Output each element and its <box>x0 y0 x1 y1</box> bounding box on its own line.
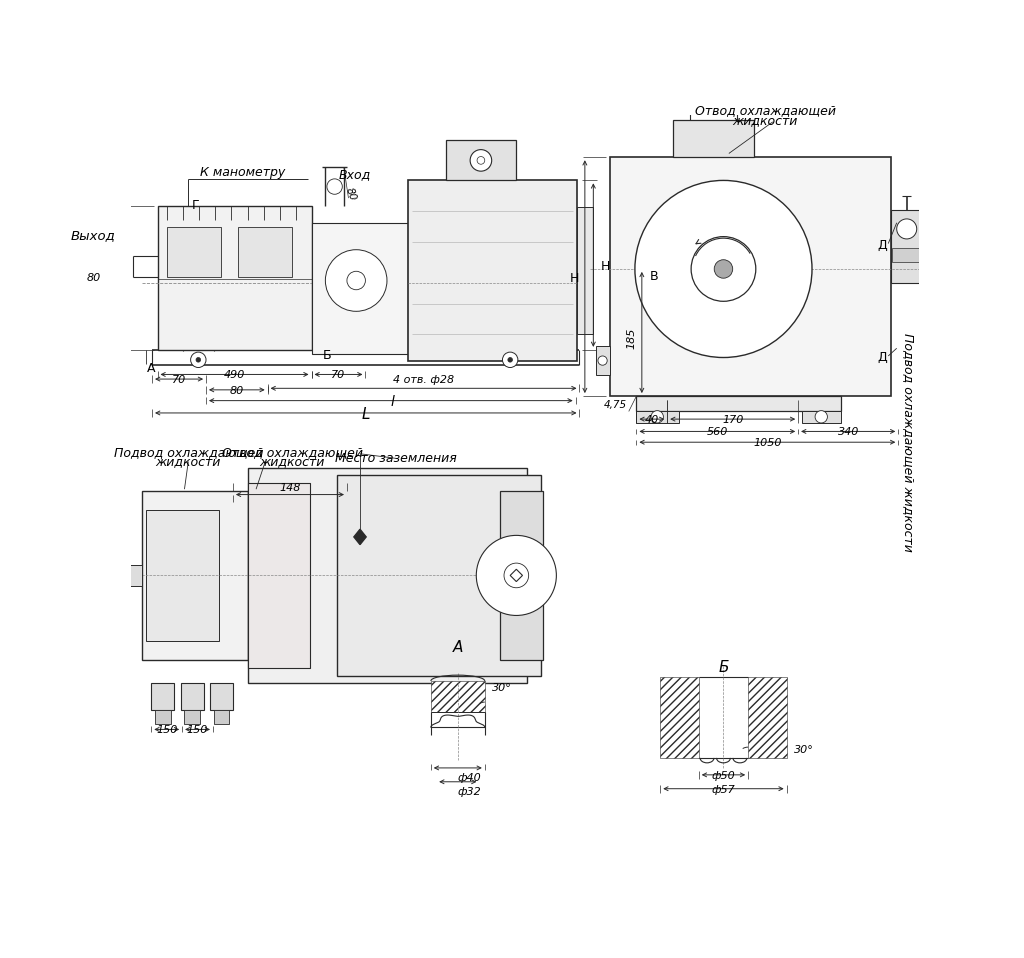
Bar <box>500 490 543 660</box>
Bar <box>311 223 408 354</box>
Circle shape <box>327 179 342 194</box>
Bar <box>892 248 922 262</box>
Bar <box>802 411 841 423</box>
Text: 1050: 1050 <box>753 438 781 448</box>
Text: 170: 170 <box>722 415 743 425</box>
Text: 340: 340 <box>838 427 859 438</box>
Bar <box>596 346 609 376</box>
Circle shape <box>508 357 512 362</box>
Text: 30°: 30° <box>493 683 512 693</box>
Text: А: А <box>147 362 156 375</box>
Polygon shape <box>354 529 367 544</box>
Circle shape <box>326 250 387 311</box>
Text: 490: 490 <box>224 371 245 380</box>
Bar <box>156 710 171 724</box>
Text: 80: 80 <box>87 273 101 284</box>
Text: ф40: ф40 <box>458 773 481 783</box>
Text: 150: 150 <box>156 725 177 736</box>
Bar <box>239 227 292 278</box>
Bar <box>408 180 578 361</box>
Text: ф57: ф57 <box>712 785 735 795</box>
Circle shape <box>651 411 664 423</box>
Text: жидкости: жидкости <box>732 114 798 126</box>
Bar <box>128 564 142 586</box>
Circle shape <box>714 260 733 278</box>
Text: Д: Д <box>877 351 887 364</box>
Text: Выход: Выход <box>71 229 115 242</box>
Text: Отвод охлаждающей: Отвод охлаждающей <box>694 104 836 118</box>
Text: L: L <box>361 407 370 422</box>
Text: Б: Б <box>323 349 331 362</box>
Bar <box>184 710 200 724</box>
Text: 4,75: 4,75 <box>603 399 627 410</box>
Text: 560: 560 <box>707 427 728 438</box>
Bar <box>180 683 204 710</box>
Bar <box>249 483 310 668</box>
Bar <box>158 206 311 350</box>
Circle shape <box>347 271 366 289</box>
Text: Вход: Вход <box>339 168 371 181</box>
Circle shape <box>815 411 827 423</box>
Text: 70: 70 <box>332 371 345 380</box>
Circle shape <box>476 536 556 615</box>
Bar <box>446 141 515 180</box>
Bar <box>660 677 698 758</box>
Bar <box>146 510 219 641</box>
Circle shape <box>190 353 206 368</box>
Bar <box>167 227 220 278</box>
Text: 80: 80 <box>344 187 357 202</box>
Bar <box>214 710 229 724</box>
Text: В: В <box>649 270 658 284</box>
Bar <box>152 683 174 710</box>
Bar <box>637 396 841 411</box>
Text: H: H <box>569 272 579 285</box>
Text: Д: Д <box>877 239 887 252</box>
Text: H: H <box>601 261 610 273</box>
Bar <box>337 475 541 675</box>
Text: 148: 148 <box>280 483 301 492</box>
Circle shape <box>691 237 756 302</box>
Text: 4 отв. ф28: 4 отв. ф28 <box>392 376 454 385</box>
Bar <box>249 468 527 683</box>
Text: А: А <box>453 640 463 655</box>
Text: Б: Б <box>718 659 729 674</box>
Text: Подвод охлаждающей: Подвод охлаждающей <box>114 445 263 459</box>
Bar <box>637 411 679 423</box>
Text: 70: 70 <box>172 376 186 385</box>
Text: 30°: 30° <box>795 744 814 755</box>
Circle shape <box>635 180 812 357</box>
Text: 185: 185 <box>627 328 637 350</box>
Circle shape <box>196 357 201 362</box>
Circle shape <box>503 353 518 368</box>
Text: ф32: ф32 <box>458 787 481 797</box>
Text: Г: Г <box>193 198 200 212</box>
Bar <box>578 207 593 334</box>
Bar <box>431 681 484 712</box>
Bar <box>749 677 786 758</box>
Text: l: l <box>390 395 394 409</box>
Bar <box>891 210 923 283</box>
Circle shape <box>897 219 916 239</box>
Circle shape <box>477 156 484 164</box>
Text: жидкости: жидкости <box>156 455 221 468</box>
Bar <box>210 683 233 710</box>
Circle shape <box>504 563 528 588</box>
Text: ф50: ф50 <box>712 771 735 781</box>
Circle shape <box>598 356 607 365</box>
Text: Подвод охлаждающей жидкости: Подвод охлаждающей жидкости <box>902 333 914 552</box>
Text: Место заземления: Место заземления <box>335 452 457 465</box>
Text: К манометру: К манометру <box>200 166 285 179</box>
Text: 80: 80 <box>229 386 244 396</box>
Bar <box>674 121 755 157</box>
Bar <box>609 157 891 396</box>
Circle shape <box>470 149 492 171</box>
Text: Отвод охлаждающей: Отвод охлаждающей <box>222 445 362 459</box>
Bar <box>142 490 249 660</box>
Text: 150: 150 <box>186 725 208 736</box>
Text: жидкости: жидкости <box>259 455 325 468</box>
Text: 40: 40 <box>645 415 659 425</box>
